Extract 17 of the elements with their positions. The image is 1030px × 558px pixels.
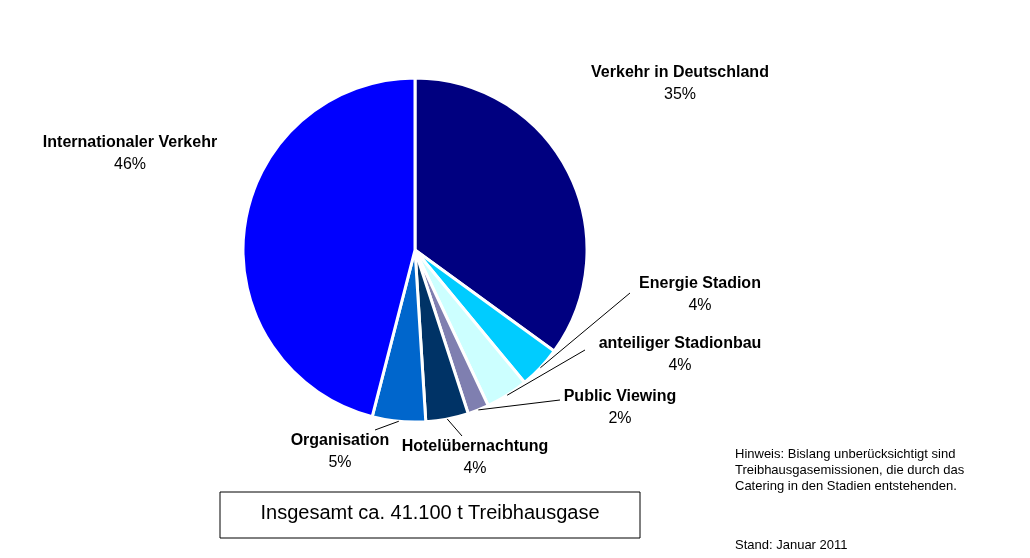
- text: Stand: Januar 2011: [735, 537, 848, 552]
- data-label: 5%: [328, 453, 352, 470]
- slice-label: anteiliger Stadionbau: [598, 334, 762, 351]
- data-label: 46%: [113, 155, 147, 172]
- text: Insgesamt ca. 41.100 t Treibhausgase: [260, 501, 600, 523]
- data-label: 4%: [688, 296, 712, 313]
- data-label: 4%: [463, 459, 487, 476]
- slice-label: Hotelübernachtung: [401, 437, 549, 454]
- data-label: 2%: [608, 409, 632, 426]
- slice-label: Energie Stadion: [639, 274, 761, 291]
- slice-label: Verkehr in Deutschland: [591, 63, 769, 80]
- data-label: 35%: [663, 85, 697, 102]
- slice-label: Internationaler Verkehr: [42, 133, 218, 150]
- slice-label: Organisation: [290, 431, 390, 448]
- slice-label: Public Viewing: [563, 387, 677, 404]
- text: Hinweis: Bislang unberücksichtigt sind Treibhausgasemissionen, die durch das Catering in den Stadien entstehenden.: [735, 446, 965, 493]
- data-label: 4%: [668, 356, 692, 373]
